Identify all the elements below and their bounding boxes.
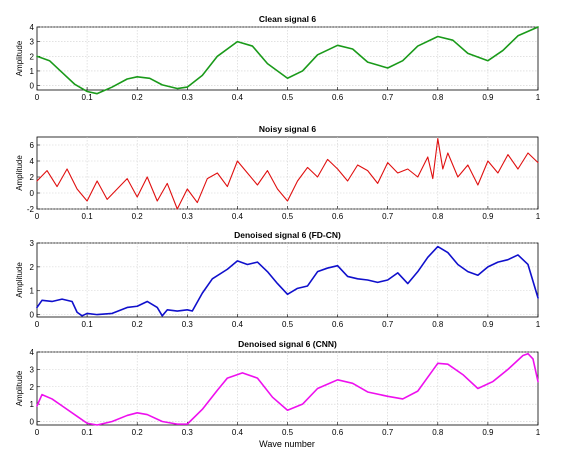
- series-line: [36, 26, 539, 95]
- x-tick-label: 0.3: [182, 428, 194, 437]
- x-tick-label: 0.3: [182, 212, 194, 221]
- x-tick-label: 0.1: [82, 212, 94, 221]
- x-tick-label: 0.4: [232, 428, 244, 437]
- y-tick-label: 1: [30, 400, 35, 409]
- y-tick-label: 0: [30, 311, 35, 320]
- y-tick-label: 1: [30, 67, 35, 76]
- y-axis-label: Amplitude: [15, 40, 24, 76]
- chart-title: Denoised signal 6 (FD-CN): [234, 230, 341, 240]
- chart-panel-1: 0 0.1 0.2 0.3 0.4 0.5 0.6 0.7 0.8 0.9 1 0 1 2 3 4 Amplit…: [15, 14, 541, 102]
- x-tick-label: 0.1: [82, 320, 94, 329]
- x-tick-label: 1: [536, 320, 541, 329]
- y-tick-label: 2: [30, 263, 35, 272]
- y-tick-label: 2: [30, 173, 35, 182]
- y-tick-label: 3: [30, 38, 35, 47]
- y-tick-label: 3: [30, 239, 35, 248]
- x-tick-label: 0.5: [282, 93, 294, 102]
- y-tick-label: 6: [30, 141, 35, 150]
- y-tick-label: -2: [27, 205, 35, 214]
- x-tick-label: 0.7: [382, 428, 394, 437]
- x-tick-label: 0.5: [282, 320, 294, 329]
- x-tick-label: 0.2: [132, 428, 144, 437]
- x-tick-label: 0: [35, 93, 40, 102]
- y-tick-label: 3: [30, 365, 35, 374]
- x-tick-label: 0.8: [432, 320, 444, 329]
- x-tick-label: 0.1: [82, 428, 94, 437]
- x-tick-label: 0.2: [132, 320, 144, 329]
- x-tick-label: 0.7: [382, 320, 394, 329]
- x-tick-label: 0: [35, 428, 40, 437]
- x-tick-label: 0.2: [132, 212, 144, 221]
- x-tick-label: 0.7: [382, 212, 394, 221]
- x-tick-label: 0.6: [332, 93, 344, 102]
- chart-panel-3: 0 0.1 0.2 0.3 0.4 0.5 0.6 0.7 0.8 0.9 1 0 1 2 3 Amplitu…: [15, 230, 541, 329]
- y-tick-label: 0: [30, 82, 35, 91]
- x-axis-label: Wave number: [259, 439, 315, 449]
- y-tick-label: 4: [30, 157, 35, 166]
- series-line: [36, 245, 539, 317]
- y-tick-label: 4: [30, 348, 35, 357]
- chart-title: Clean signal 6: [259, 14, 316, 24]
- y-tick-label: 1: [30, 287, 35, 296]
- series-line: [36, 138, 539, 210]
- x-tick-label: 0.8: [432, 428, 444, 437]
- x-tick-label: 0.6: [332, 320, 344, 329]
- chart-title: Noisy signal 6: [259, 124, 316, 134]
- chart-panel-2: 0 0.1 0.2 0.3 0.4 0.5 0.6 0.7 0.8 0.9 1-20246Ampli…: [15, 124, 541, 221]
- x-tick-label: 1: [536, 212, 541, 221]
- x-tick-label: 0.1: [82, 93, 94, 102]
- x-tick-label: 0.6: [332, 428, 344, 437]
- x-tick-label: 0.2: [132, 93, 144, 102]
- x-tick-label: 0: [35, 320, 40, 329]
- y-axis-label: Amplitude: [15, 155, 24, 191]
- y-axis-label: Amplitude: [15, 262, 24, 298]
- x-tick-label: 0.4: [232, 320, 244, 329]
- chart-panel-4: 0 0.1 0.2 0.3 0.4 0.5 0.6 0.7 0.8 0.9 1 0 1 2 3 4 Amplit…: [15, 339, 541, 437]
- x-tick-label: 1: [536, 93, 541, 102]
- y-tick-label: 0: [30, 418, 35, 427]
- x-tick-label: 1: [536, 428, 541, 437]
- y-tick-label: 4: [30, 23, 35, 32]
- y-tick-label: 2: [30, 52, 35, 61]
- x-tick-label: 0.9: [482, 320, 494, 329]
- y-tick-label: 0: [30, 189, 35, 198]
- x-tick-label: 0.5: [282, 428, 294, 437]
- x-tick-label: 0.9: [482, 93, 494, 102]
- x-tick-label: 0.4: [232, 93, 244, 102]
- x-tick-label: 0.9: [482, 428, 494, 437]
- x-tick-label: 0.8: [432, 93, 444, 102]
- x-tick-label: 0.3: [182, 93, 194, 102]
- y-tick-label: 2: [30, 383, 35, 392]
- x-tick-label: 0: [35, 212, 40, 221]
- y-axis-label: Amplitude: [15, 370, 24, 406]
- x-tick-label: 0.4: [232, 212, 244, 221]
- x-tick-label: 0.3: [182, 320, 194, 329]
- series-line: [36, 352, 539, 426]
- chart-title: Denoised signal 6 (CNN): [238, 339, 337, 349]
- x-tick-label: 0.7: [382, 93, 394, 102]
- x-tick-label: 0.8: [432, 212, 444, 221]
- x-tick-label: 0.5: [282, 212, 294, 221]
- x-tick-label: 0.9: [482, 212, 494, 221]
- x-tick-label: 0.6: [332, 212, 344, 221]
